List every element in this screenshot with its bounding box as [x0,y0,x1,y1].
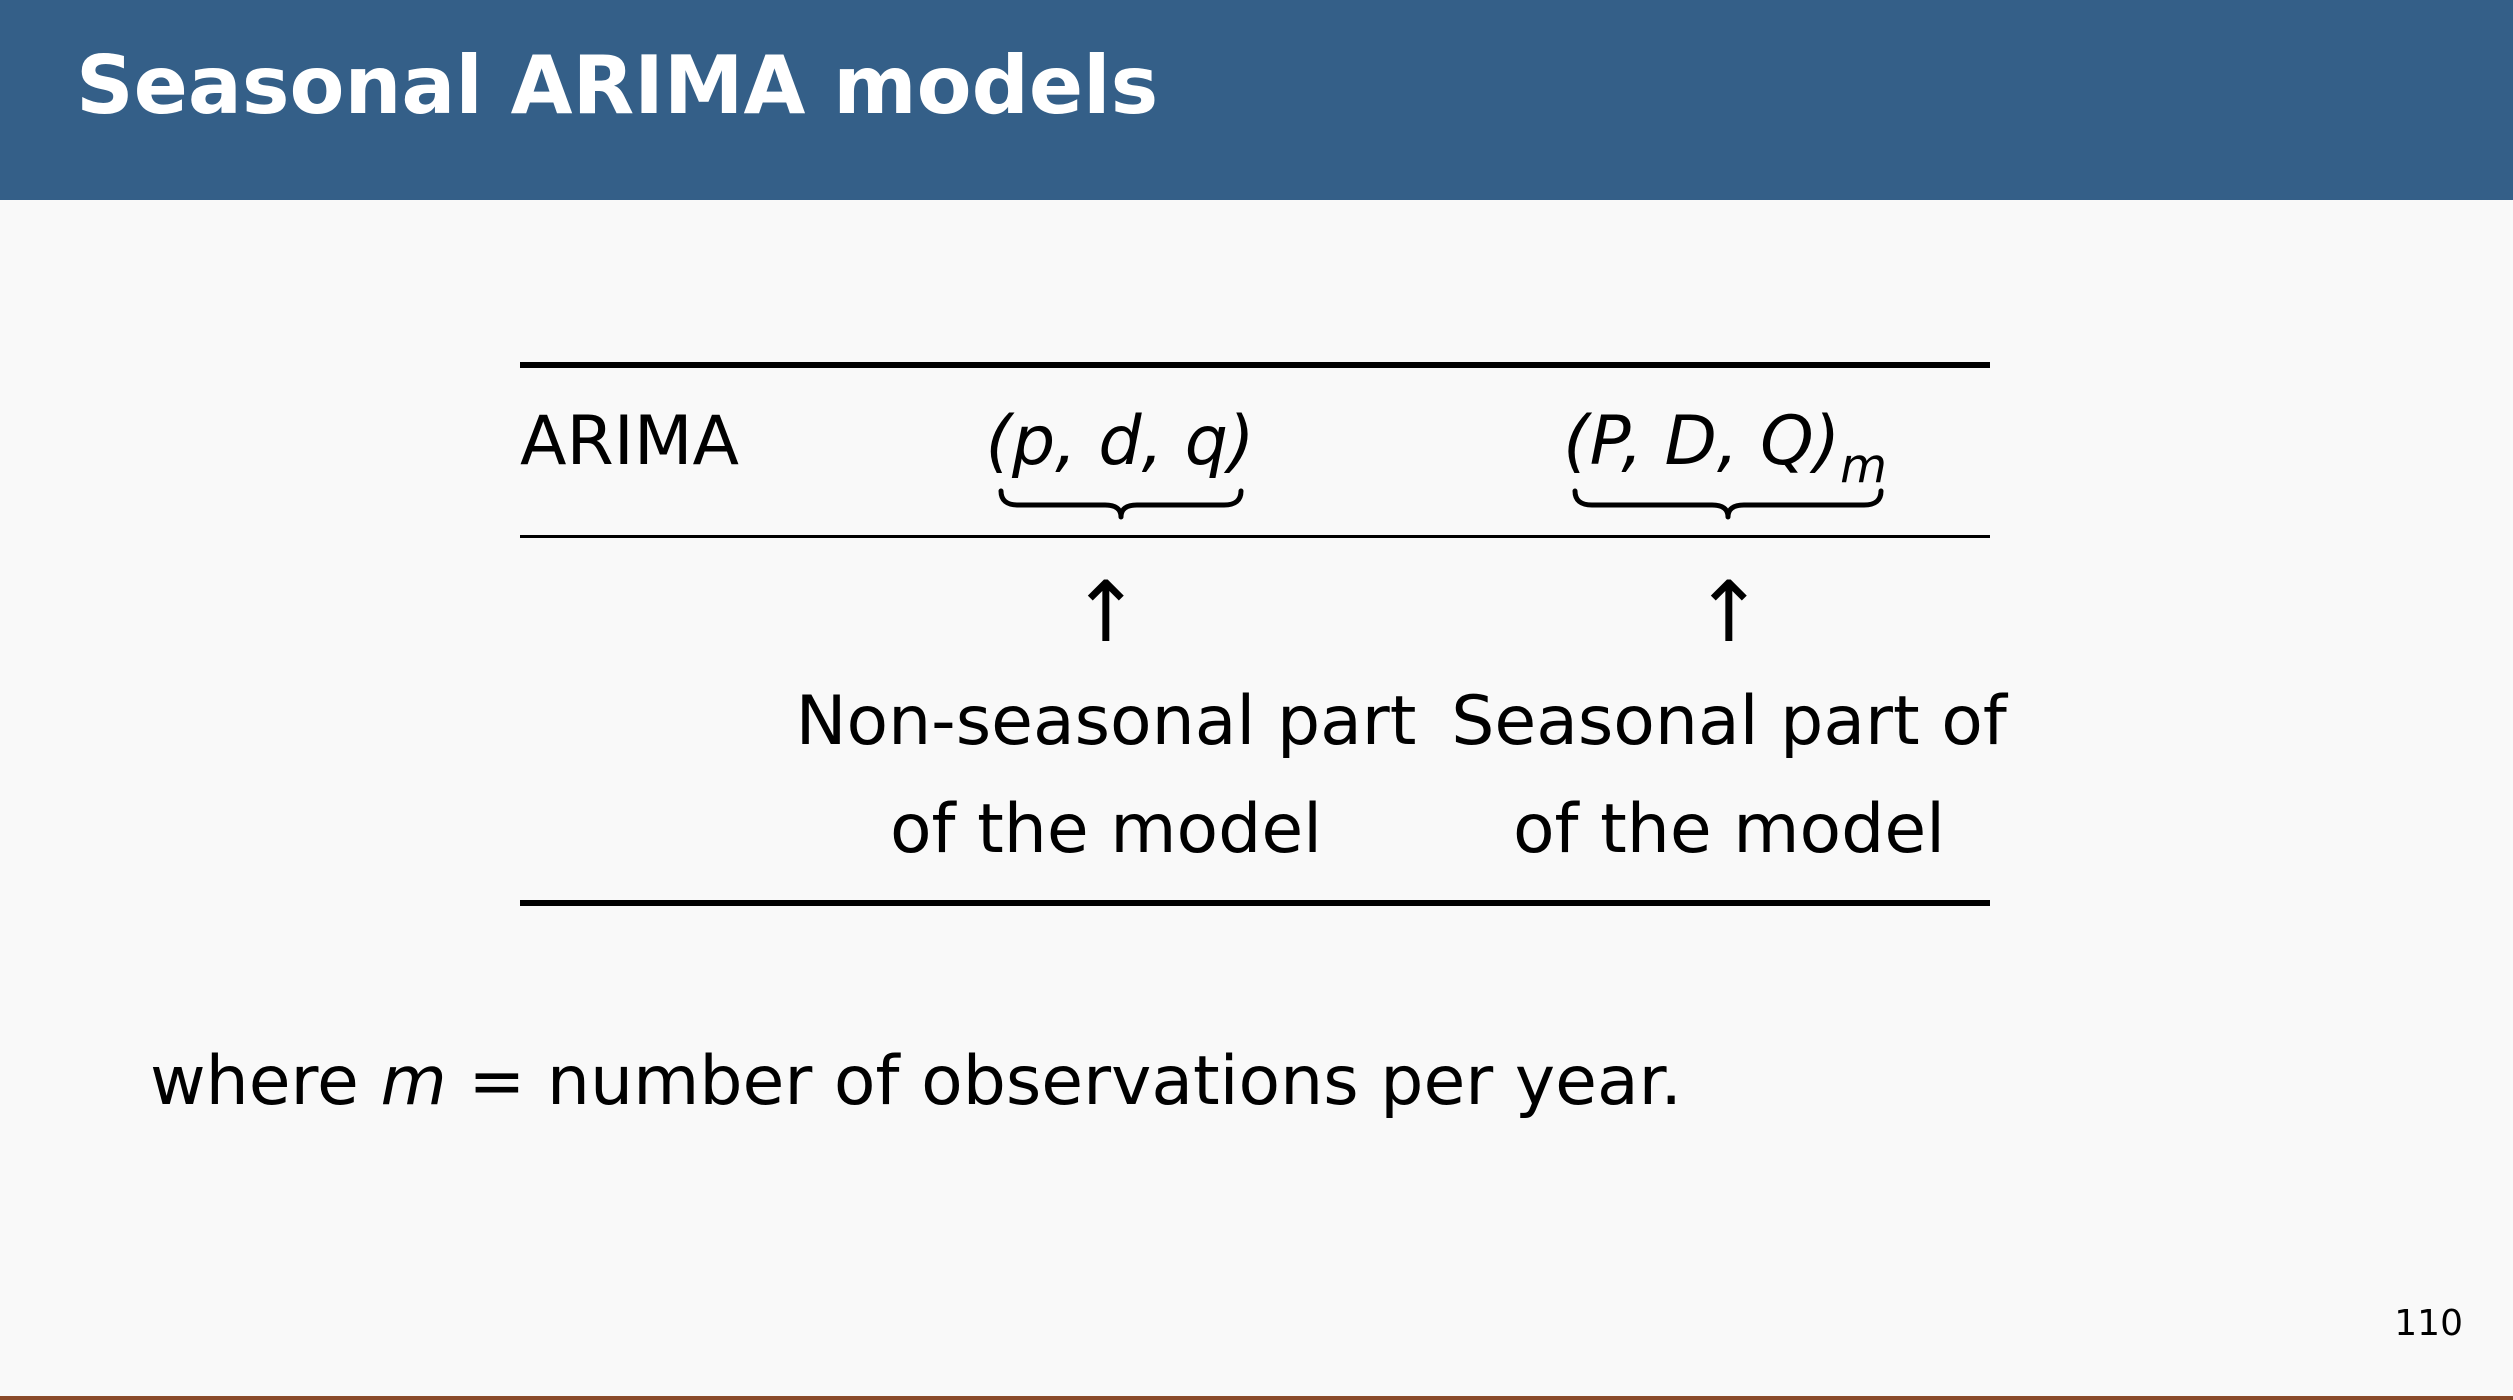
slide-title: Seasonal ARIMA models [76,39,1159,132]
table-bottom-rule [520,900,1990,906]
seasonal-up-arrow-icon: ↑ [1693,563,1765,661]
seasonal-period-subscript: m [1840,438,1887,494]
seasonal-parameters: (P, D, Q)m [1563,408,1887,491]
nonseasonal-underbrace [998,488,1244,520]
seasonal-description-line-1: Seasonal part of [1451,682,2007,761]
footnote-suffix: = number of observations per year. [446,1042,1682,1121]
page-number: 110 [2394,1303,2463,1344]
nonseasonal-up-arrow-icon: ↑ [1070,563,1142,661]
seasonal-description-line-2: of the model [1512,790,1946,869]
seasonal-underbrace [1572,488,1884,520]
nonseasonal-parameters: (p, d, q) [985,402,1255,481]
bottom-edge-strip [0,1396,2513,1400]
nonseasonal-description-line-2: of the model [889,790,1323,869]
title-bar: Seasonal ARIMA models [0,0,2513,200]
table-middle-rule [520,535,1990,538]
footnote: where m = number of observations per yea… [150,1048,1682,1116]
seasonal-description: Seasonal part of of the model [1451,668,2007,884]
nonseasonal-description-line-1: Non-seasonal part [795,682,1417,761]
footnote-variable: m [380,1042,447,1121]
nonseasonal-description: Non-seasonal part of the model [796,668,1417,884]
table-top-rule [520,362,1990,368]
footnote-prefix: where [150,1042,381,1121]
arima-label: ARIMA [520,402,740,481]
seasonal-parameters-text: (P, D, Q) [1563,402,1841,481]
